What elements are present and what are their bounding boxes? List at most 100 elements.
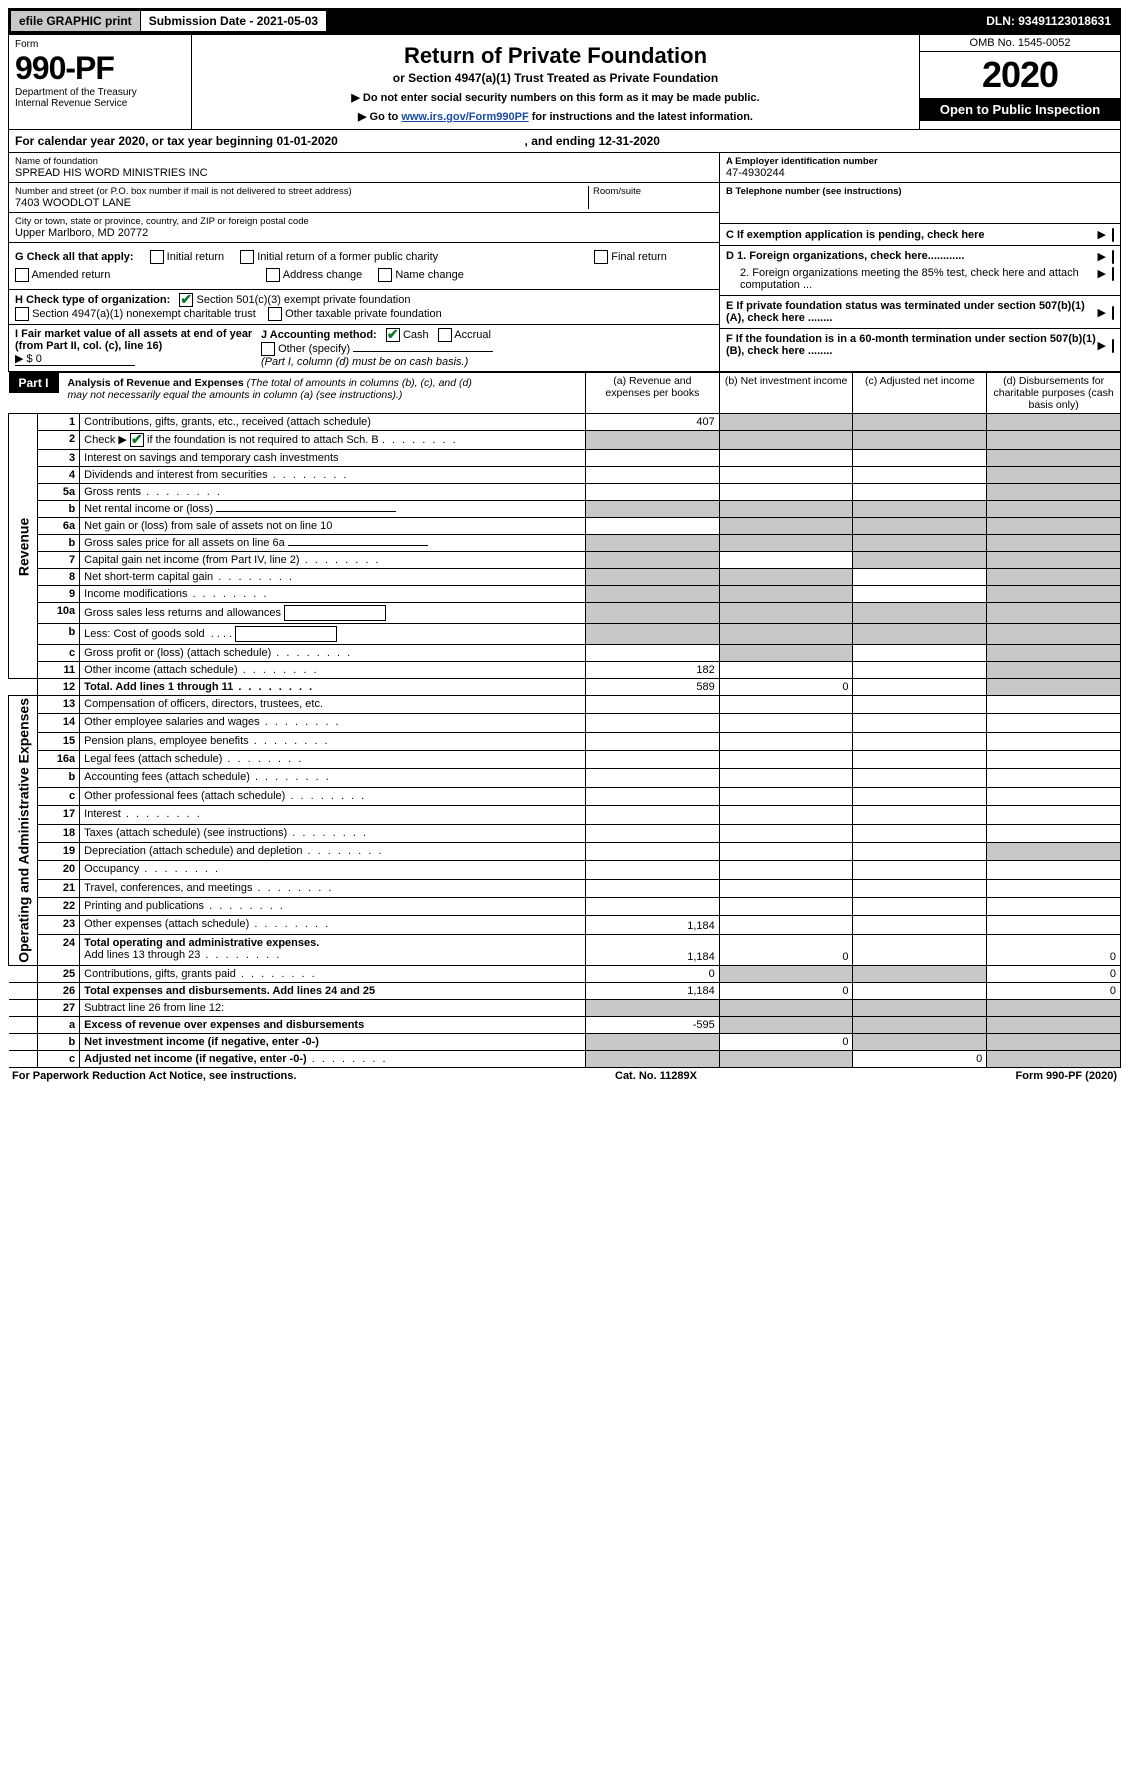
row-2: Check ▶ if the foundation is not require…: [80, 431, 586, 450]
row-8: Net short-term capital gain: [80, 569, 586, 586]
city-label: City or town, state or province, country…: [15, 216, 713, 227]
form-header: Form 990-PF Department of the Treasury I…: [8, 34, 1121, 130]
phone-label: B Telephone number (see instructions): [726, 186, 1114, 197]
checkbox-initial-return[interactable]: [150, 250, 164, 264]
val-24a: 1,184: [586, 934, 720, 965]
j-accrual: Accrual: [454, 329, 491, 341]
dln: DLN: 93491123018631: [978, 11, 1119, 31]
val-23a: 1,184: [586, 916, 720, 934]
open-to-public: Open to Public Inspection: [920, 98, 1120, 121]
checkbox-other-method[interactable]: [261, 342, 275, 356]
row-17: Interest: [80, 806, 586, 824]
section-g: G Check all that apply: Initial return I…: [9, 243, 719, 290]
row-6b: Gross sales price for all assets on line…: [80, 535, 586, 552]
form-number: 990-PF: [15, 50, 185, 87]
checkbox-address-change[interactable]: [266, 268, 280, 282]
checkbox-501c3[interactable]: [179, 293, 193, 307]
form-subtitle: or Section 4947(a)(1) Trust Treated as P…: [202, 71, 909, 85]
calendar-year-row: For calendar year 2020, or tax year begi…: [8, 130, 1121, 153]
row-1: Contributions, gifts, grants, etc., rece…: [80, 414, 586, 431]
g-opt2: Initial return of a former public charit…: [257, 251, 438, 263]
row-5a: Gross rents: [80, 484, 586, 501]
part1-title: Analysis of Revenue and Expenses: [67, 377, 243, 389]
row-24: Total operating and administrative expen…: [80, 934, 586, 965]
checkbox-sch-b[interactable]: [130, 433, 144, 447]
efile-print-button[interactable]: efile GRAPHIC print: [10, 10, 141, 32]
checkbox-d2[interactable]: [1112, 267, 1114, 281]
checkbox-name-change[interactable]: [378, 268, 392, 282]
col-a-header: (a) Revenue and expenses per books: [586, 373, 720, 414]
j-note: (Part I, column (d) must be on cash basi…: [261, 356, 468, 368]
col-d-header: (d) Disbursements for charitable purpose…: [987, 373, 1121, 414]
irs-link[interactable]: www.irs.gov/Form990PF: [401, 111, 528, 123]
row-16b: Accounting fees (attach schedule): [80, 769, 586, 787]
row-21: Travel, conferences, and meetings: [80, 879, 586, 897]
row-6a: Net gain or (loss) from sale of assets n…: [80, 518, 586, 535]
j-label: J Accounting method:: [261, 329, 377, 341]
checkbox-final-return[interactable]: [594, 250, 608, 264]
catalog-number: Cat. No. 11289X: [615, 1070, 697, 1082]
omb-number: OMB No. 1545-0052: [920, 35, 1120, 52]
checkbox-initial-former[interactable]: [240, 250, 254, 264]
g-opt3: Final return: [611, 251, 667, 263]
addr-label: Number and street (or P.O. box number if…: [15, 186, 588, 197]
ein-label: A Employer identification number: [726, 156, 1114, 167]
val-26d: 0: [987, 982, 1121, 999]
checkbox-amended[interactable]: [15, 268, 29, 282]
page-footer: For Paperwork Reduction Act Notice, see …: [8, 1068, 1121, 1084]
checkbox-cash[interactable]: [386, 328, 400, 342]
i-value: ▶ $ 0: [15, 352, 135, 366]
j-cash: Cash: [403, 329, 429, 341]
val-27c-c: 0: [853, 1050, 987, 1067]
row-25: Contributions, gifts, grants paid: [80, 965, 586, 982]
form-ref: Form 990-PF (2020): [1016, 1070, 1117, 1082]
foundation-name: SPREAD HIS WORD MINISTRIES INC: [15, 167, 713, 179]
d2-label: 2. Foreign organizations meeting the 85%…: [726, 267, 1098, 291]
dept-treasury: Department of the Treasury: [15, 87, 185, 98]
expenses-section-label: Operating and Administrative Expenses: [9, 696, 38, 966]
instr2-post: for instructions and the latest informat…: [529, 111, 753, 123]
row-27a: Excess of revenue over expenses and disb…: [80, 1016, 586, 1033]
checkbox-4947a1[interactable]: [15, 307, 29, 321]
room-label: Room/suite: [593, 186, 713, 197]
row-10b: Less: Cost of goods sold . . . .: [80, 624, 586, 645]
row-3: Interest on savings and temporary cash i…: [80, 450, 586, 467]
top-bar: efile GRAPHIC print Submission Date - 20…: [8, 8, 1121, 34]
val-26b: 0: [719, 982, 853, 999]
row-27: Subtract line 26 from line 12:: [80, 999, 586, 1016]
val-11a: 182: [586, 662, 720, 679]
val-27b-b: 0: [719, 1033, 853, 1050]
row-4: Dividends and interest from securities: [80, 467, 586, 484]
row-27c: Adjusted net income (if negative, enter …: [80, 1050, 586, 1067]
i-label: I Fair market value of all assets at end…: [15, 328, 252, 352]
cal-pre: For calendar year 2020, or tax year begi…: [15, 134, 276, 148]
checkbox-c[interactable]: [1112, 228, 1114, 242]
f-label: F If the foundation is in a 60-month ter…: [726, 333, 1098, 357]
val-25a: 0: [586, 965, 720, 982]
ein-value: 47-4930244: [726, 167, 1114, 179]
val-26a: 1,184: [586, 982, 720, 999]
row-16a: Legal fees (attach schedule): [80, 751, 586, 769]
row-16c: Other professional fees (attach schedule…: [80, 787, 586, 805]
checkbox-f[interactable]: [1112, 339, 1114, 353]
row-12: Total. Add lines 1 through 11: [80, 679, 586, 696]
val-12a: 589: [586, 679, 720, 696]
h-label: H Check type of organization:: [15, 294, 170, 306]
checkbox-accrual[interactable]: [438, 328, 452, 342]
row-19: Depreciation (attach schedule) and deple…: [80, 842, 586, 860]
h-opt2: Section 4947(a)(1) nonexempt charitable …: [32, 308, 256, 320]
submission-date: Submission Date - 2021-05-03: [141, 11, 326, 31]
row-23: Other expenses (attach schedule): [80, 916, 586, 934]
checkbox-other-taxable[interactable]: [268, 307, 282, 321]
col-c-header: (c) Adjusted net income: [853, 373, 987, 414]
paperwork-notice: For Paperwork Reduction Act Notice, see …: [12, 1070, 296, 1082]
g-label: G Check all that apply:: [15, 251, 134, 263]
checkbox-d1[interactable]: [1112, 250, 1114, 264]
checkbox-e[interactable]: [1112, 306, 1114, 320]
identity-grid: Name of foundation SPREAD HIS WORD MINIS…: [8, 153, 1121, 372]
city-state-zip: Upper Marlboro, MD 20772: [15, 227, 713, 239]
j-other: Other (specify): [278, 343, 350, 355]
val-27a-a: -595: [586, 1016, 720, 1033]
row-27b: Net investment income (if negative, ente…: [80, 1033, 586, 1050]
row-14: Other employee salaries and wages: [80, 714, 586, 732]
